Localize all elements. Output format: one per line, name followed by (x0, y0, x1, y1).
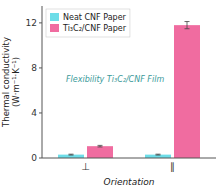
y-tick-label: 0 (31, 153, 37, 163)
bars (58, 22, 200, 158)
x-axis (42, 158, 216, 159)
legend-swatch (50, 24, 59, 32)
error-bar (98, 145, 103, 147)
y-tick-label: 8 (31, 63, 37, 73)
legend: Neat CNF Paper Ti₃C₂/CNF Paper (46, 9, 130, 37)
error-bar (69, 154, 74, 156)
legend-frame (46, 9, 130, 37)
error-bar (156, 154, 161, 156)
y-axis (42, 6, 43, 158)
x-tick-label: ⊥ (81, 161, 90, 172)
y-axis-label: Thermal conductivity(W·m⁻¹·K⁻¹) (1, 37, 21, 128)
bar (87, 146, 113, 158)
legend-label: Neat CNF Paper (63, 13, 127, 22)
y-axis-label-line: Thermal conductivity (1, 37, 11, 128)
bar (174, 25, 200, 158)
x-axis-label: Orientation (104, 177, 155, 187)
legend-swatch (50, 13, 59, 21)
y-axis-label-line: (W·m⁻¹·K⁻¹) (11, 57, 21, 107)
legend-label: Ti₃C₂/CNF Paper (62, 24, 127, 33)
annotation: Flexibility Ti₃C₂/CNF Film (66, 75, 164, 84)
bar (58, 155, 84, 158)
y-tick-label: 12 (26, 18, 37, 28)
x-tick-label: ∥ (170, 161, 175, 173)
error-bar (185, 22, 190, 29)
chart: 0 4 8 12 ⊥ ∥ Orientation Thermal conductivity(W… (0, 0, 222, 189)
bar (145, 155, 171, 158)
y-tick-label: 4 (31, 108, 37, 118)
